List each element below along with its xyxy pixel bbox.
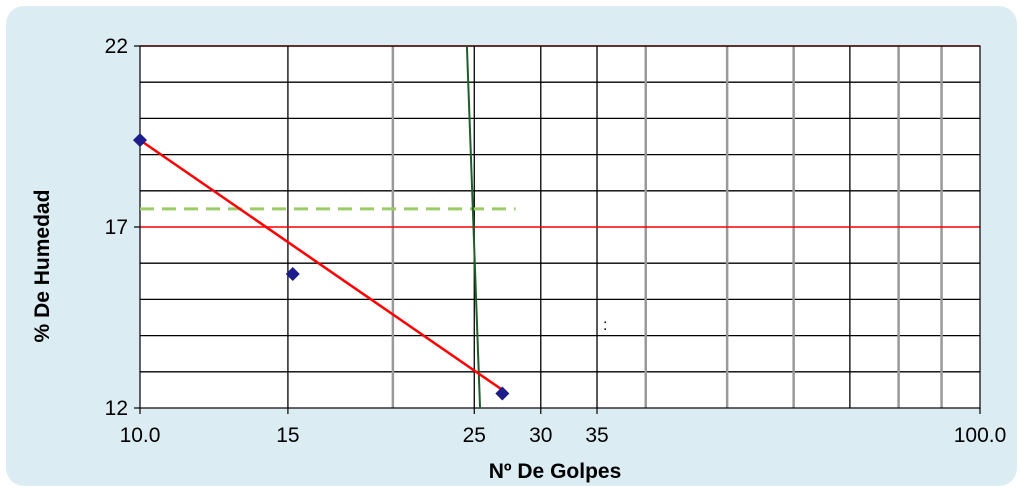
x-tick-label: 25	[463, 424, 486, 447]
y-tick-label: 22	[105, 35, 128, 58]
y-tick-label: 12	[105, 397, 128, 420]
x-axis-title: Nº De Golpes	[489, 460, 622, 483]
data-points	[133, 133, 510, 401]
x-tick-label: 30	[529, 424, 552, 447]
data-point	[133, 133, 147, 148]
x-tick-label: 35	[585, 424, 608, 447]
fit-line-group	[139, 139, 504, 391]
x-tick-label: 10.0	[120, 424, 161, 447]
fit-line	[139, 139, 504, 391]
data-point	[285, 267, 300, 282]
minor-gridlines	[140, 81, 980, 373]
reference-lines	[140, 45, 516, 409]
vertical-reference-line	[465, 45, 482, 409]
x-tick-labels: 10.0 15 25 30 35 100.0	[120, 408, 1007, 447]
y-tick-label: 17	[105, 216, 128, 239]
y-axis-title: % De Humedad	[31, 190, 54, 343]
stray-dot-mark: :	[603, 317, 607, 334]
y-tick-labels: 12 17 22	[105, 35, 140, 420]
data-point	[495, 386, 510, 401]
x-tick-label: 15	[276, 424, 299, 447]
x-tick-label: 100.0	[954, 424, 1007, 447]
